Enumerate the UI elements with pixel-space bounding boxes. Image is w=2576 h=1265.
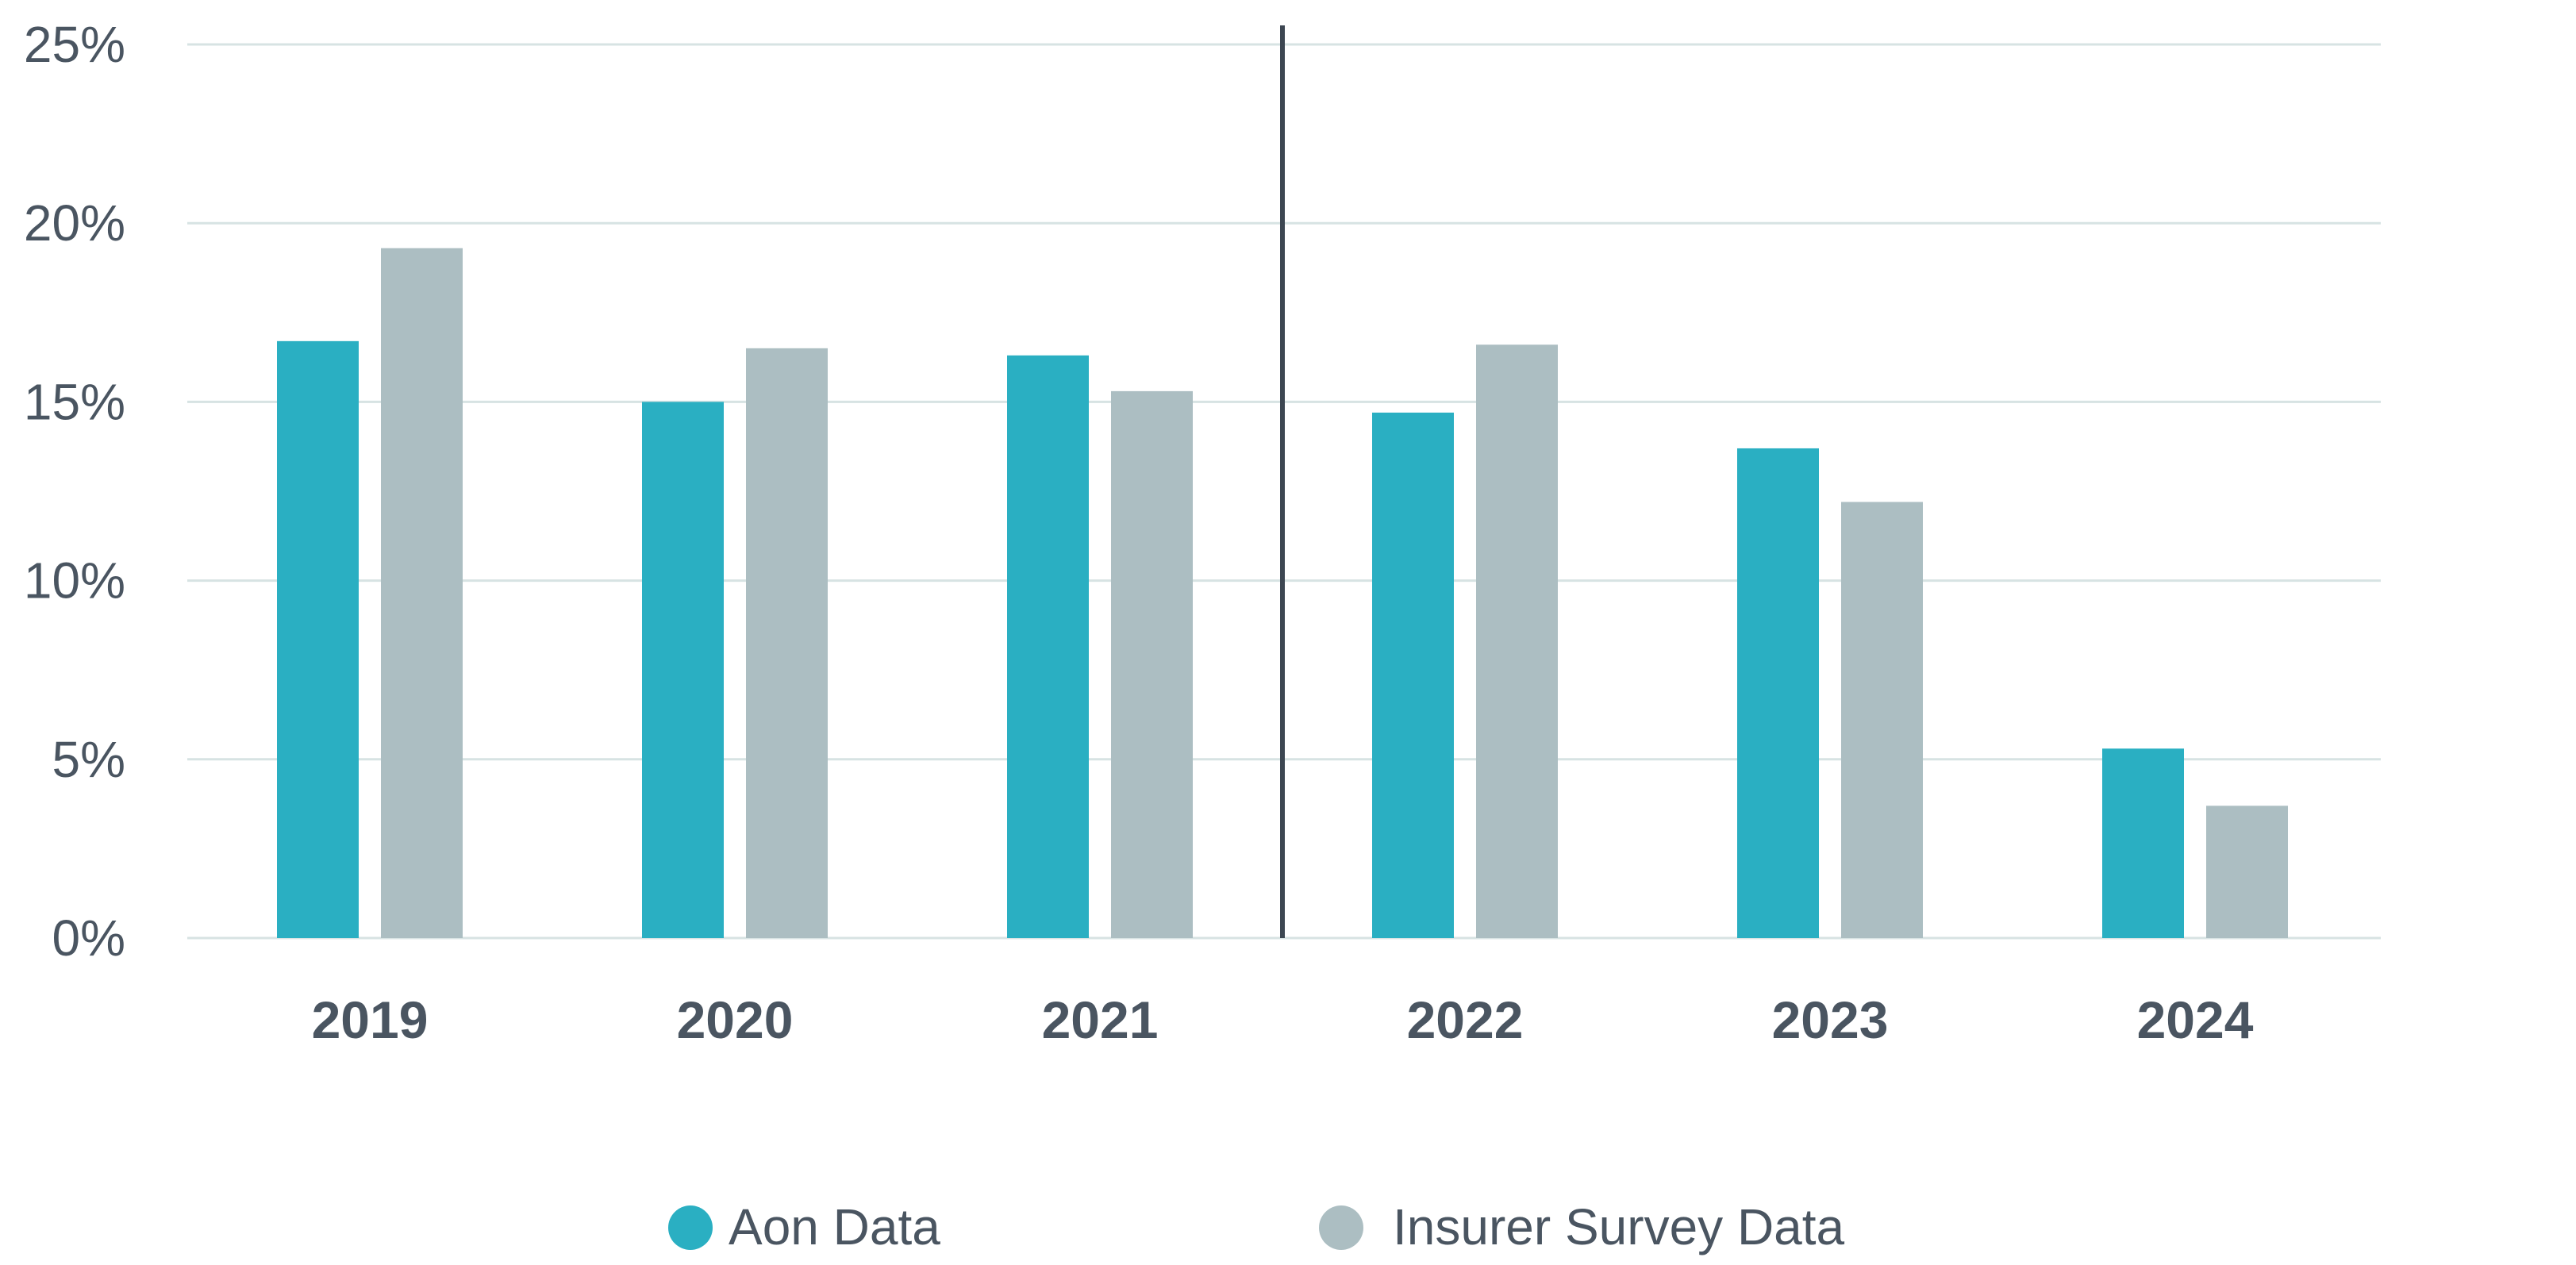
legend-label: Insurer Survey Data [1393, 1198, 1845, 1255]
y-tick-label: 15% [24, 373, 125, 430]
x-axis-ticks: 2019 2020 2021 2022 2023 2024 [312, 990, 2254, 1049]
bar-insurer-survey-data-2023 [1841, 502, 1923, 938]
legend-swatch [1319, 1205, 1363, 1250]
bar-insurer-survey-data-2024 [2206, 806, 2288, 938]
bar-aon-data-2022 [1372, 412, 1454, 938]
y-tick-label: 25% [24, 16, 125, 73]
bar-insurer-survey-data-2020 [746, 348, 828, 939]
bar-aon-data-2024 [2102, 748, 2184, 938]
bar-insurer-survey-data-2021 [1111, 390, 1193, 938]
legend-label: Aon Data [729, 1198, 940, 1255]
x-tick-label: 2021 [1042, 990, 1159, 1049]
y-tick-label: 10% [24, 552, 125, 609]
bar-insurer-survey-data-2022 [1476, 344, 1558, 938]
bar-aon-data-2023 [1737, 448, 1819, 938]
x-tick-label: 2020 [677, 990, 794, 1049]
legend-swatch [668, 1205, 713, 1250]
y-tick-label: 20% [24, 194, 125, 252]
bar-aon-data-2021 [1007, 355, 1089, 938]
x-tick-label: 2024 [2137, 990, 2254, 1049]
bar-aon-data-2020 [642, 402, 724, 938]
y-tick-label: 0% [52, 909, 126, 967]
bar-insurer-survey-data-2019 [381, 248, 463, 938]
x-tick-label: 2022 [1407, 990, 1524, 1049]
bar-aon-data-2019 [277, 340, 359, 938]
legend: Aon Data Insurer Survey Data [668, 1198, 1845, 1255]
x-tick-label: 2019 [312, 990, 429, 1049]
y-tick-label: 5% [52, 731, 126, 788]
x-tick-label: 2023 [1772, 990, 1889, 1049]
bars [277, 248, 2288, 939]
y-axis-ticks: 0% 5% 10% 15% 20% 25% [24, 16, 125, 967]
